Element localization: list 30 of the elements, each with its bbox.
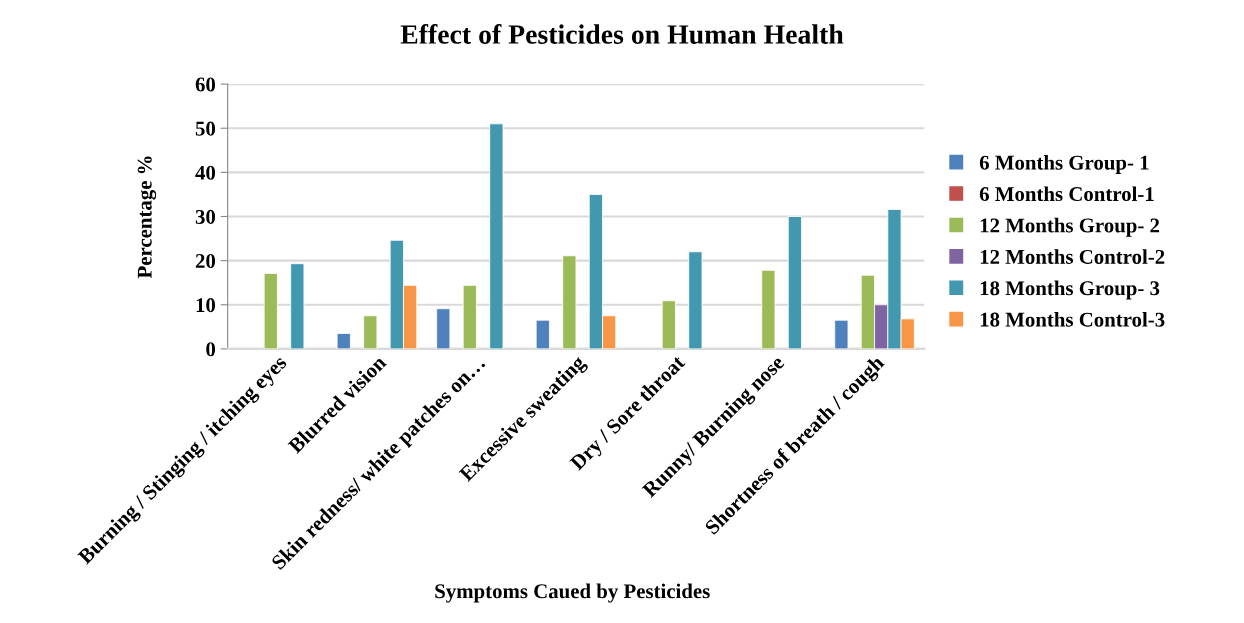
- bar: [688, 251, 703, 349]
- legend-label: 12 Months Group- 2: [980, 217, 1160, 237]
- y-tick-label: 30: [195, 209, 216, 224]
- bar: [263, 273, 278, 349]
- legend-label: 12 Months Control-2: [980, 249, 1165, 264]
- bar: [336, 333, 351, 349]
- y-tick-label: 0: [206, 342, 216, 357]
- legend-label: 18 Months Group- 3: [980, 280, 1160, 300]
- y-tick-label: 40: [195, 165, 216, 180]
- bar: [290, 263, 305, 349]
- bar: [562, 255, 577, 349]
- bar: [761, 269, 776, 349]
- legend-label: 18 Months Control-3: [980, 312, 1165, 327]
- bar: [489, 123, 504, 349]
- bar: [661, 300, 676, 349]
- bar: [462, 284, 477, 349]
- y-tick-label: 60: [195, 77, 216, 92]
- legend-label: 6 Months Group- 1: [979, 155, 1149, 174]
- y-tick-label: 20: [195, 254, 216, 269]
- x-axis-title: Symptoms Caued by Pesticides: [435, 583, 710, 603]
- chart-title: Effect of Pesticides on Human Health: [400, 24, 844, 44]
- bar: [787, 216, 802, 349]
- y-tick-label: 10: [196, 298, 216, 313]
- bar: [436, 308, 451, 349]
- bar: [363, 315, 378, 349]
- y-axis-title: Percentage %: [137, 156, 157, 279]
- legend-label: 6 Months Control-1: [979, 186, 1154, 202]
- y-tick-label: 50: [195, 121, 216, 136]
- bar: [834, 319, 849, 349]
- bar: [535, 319, 550, 349]
